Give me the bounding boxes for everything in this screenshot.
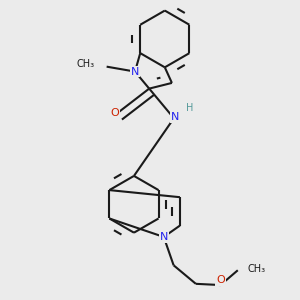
- Text: CH₃: CH₃: [76, 59, 94, 69]
- Text: H: H: [186, 103, 194, 113]
- Text: N: N: [131, 67, 139, 76]
- Text: N: N: [160, 232, 168, 242]
- Text: O: O: [110, 108, 119, 118]
- Text: CH₃: CH₃: [248, 264, 266, 274]
- Text: N: N: [171, 112, 179, 122]
- Text: O: O: [216, 275, 225, 285]
